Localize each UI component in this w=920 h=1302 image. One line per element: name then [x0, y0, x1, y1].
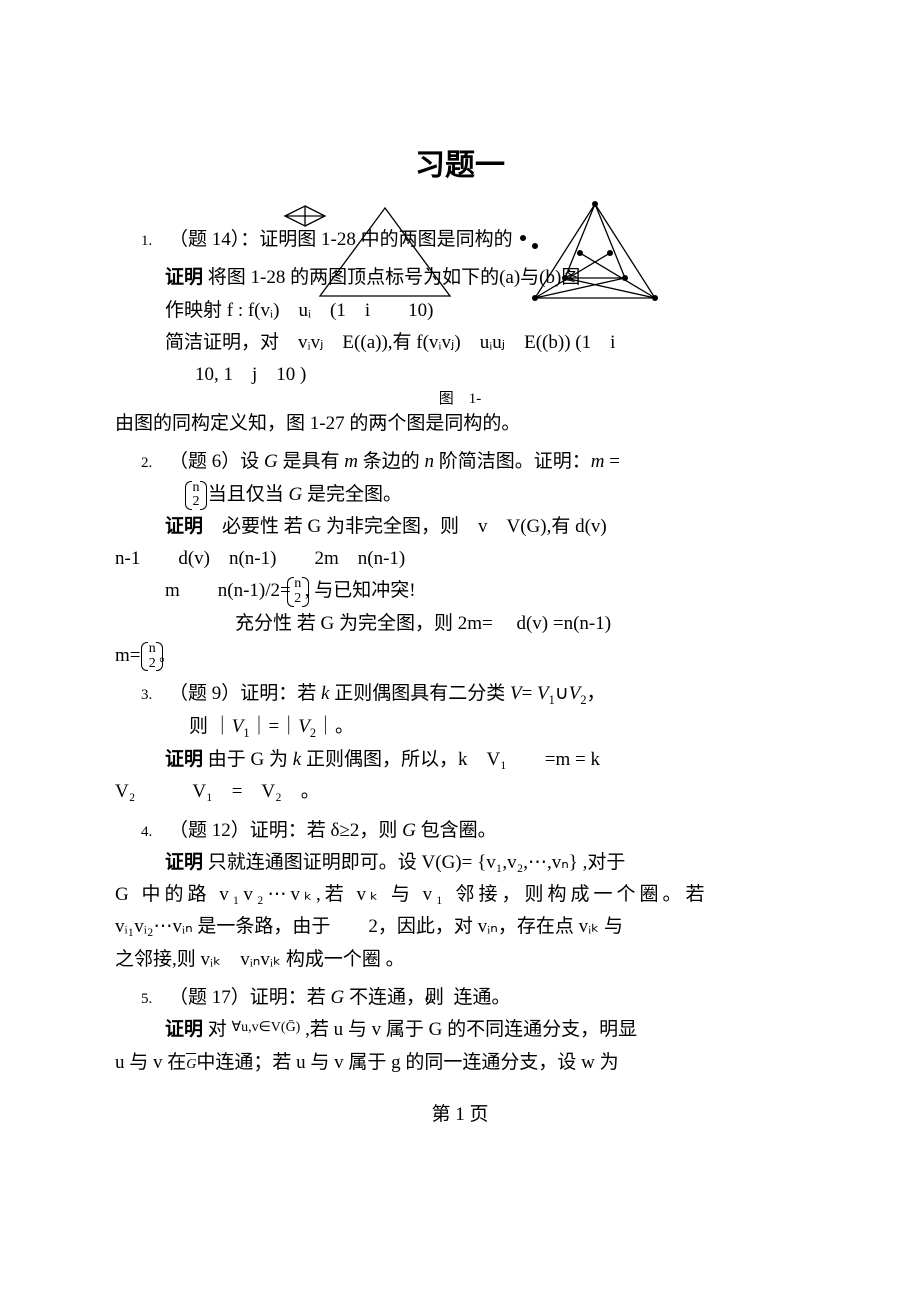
q2-head: 2. （题 6）设 G 是具有 m 条边的 n 阶简洁图。证明：m = [115, 446, 805, 478]
binom-icon: n2 [145, 642, 159, 671]
q1-proof-5: 由图的同构定义知，图 1-27 的两个图是同构的。 [115, 408, 805, 440]
q1-proof-3: 简洁证明，对 vᵢvⱼ E((a)),有 f(vᵢvⱼ) uᵢuⱼ E((b))… [115, 327, 805, 359]
page-title: 习题一 [115, 140, 805, 184]
page-footer: 第 1 页 [115, 1099, 805, 1126]
q2-p5: m= n2。 [115, 640, 805, 672]
question-3: 3. （题 9）证明：若 k 正则偶图具有二分类 V= V1∪V2， 则 ｜V1… [115, 678, 805, 808]
question-4: 4. （题 12）证明：若 δ≥2，则 G 包含圈。 证明 只就连通图证明即可。… [115, 815, 805, 976]
binom-icon: n2 [291, 577, 305, 606]
q2-p2: n-1 d(v) n(n-1) 2m n(n-1) [115, 543, 805, 575]
question-2: 2. （题 6）设 G 是具有 m 条边的 n 阶简洁图。证明：m = n2 当… [115, 446, 805, 672]
page: 习题一 [0, 0, 920, 1302]
question-1: 1. （题 14）：证明图 1-28 中的两图是同构的 证明 将图 1-28 的… [115, 224, 805, 440]
q2-p1: 证明 必要性 若 G 为非完全图，则 v V(G),有 d(v) [115, 511, 805, 543]
q1-caption: 图 1- [115, 391, 805, 408]
q4-p3: vᵢ₁vᵢ₂⋯vᵢₙ 是一条路，由于 2，因此，对 vᵢₙ，存在点 vᵢₖ 与 [115, 911, 805, 943]
q5-head: 5. （题 17）证明：若 G 不连通，则 G 连通。 [115, 982, 805, 1014]
q3-p2: V₂ V₁ = V₂ 。 [115, 776, 805, 808]
q1-proof-2: 作映射 f : f(vᵢ) uᵢ (1 i 10) [115, 295, 805, 327]
q1-title: （题 14）：证明图 1-28 中的两图是同构的 [169, 229, 513, 250]
q4-p2: G 中的路 v₁v₂⋯vₖ,若 vₖ 与 v₁ 邻接，则构成一个圈。若 [115, 879, 805, 911]
binom-icon: n2 [189, 481, 203, 510]
q5-p2: u 与 v 在G中连通；若 u 与 v 属于 g 的同一连通分支，设 w 为 [115, 1047, 805, 1079]
q2-p4: 充分性 若 G 为完全图，则 2m= d(v) =n(n-1) [115, 608, 805, 640]
q3-p1: 证明 由于 G 为 k 正则偶图，所以，k V₁ =m = k [115, 744, 805, 776]
q2-p3: m n(n-1)/2=n2, 与已知冲突! [115, 575, 805, 607]
q5-p1: 证明 对 ∀u,v∈V(Ḡ) ,若 u 与 v 属于 G 的不同连通分支，明显 [115, 1014, 805, 1046]
q1-head: 1. （题 14）：证明图 1-28 中的两图是同构的 [115, 224, 805, 256]
q1-proof-4: 10, 1 j 10 ) [115, 359, 805, 391]
q2-head-cont: n2 当且仅当 G 是完全图。 [115, 479, 805, 511]
question-5: 5. （题 17）证明：若 G 不连通，则 G 连通。 证明 对 ∀u,v∈V(… [115, 982, 805, 1079]
q3-head: 3. （题 9）证明：若 k 正则偶图具有二分类 V= V1∪V2， [115, 678, 805, 711]
q3-head-2: 则 ｜V1｜=｜V2｜。 [115, 711, 805, 744]
q4-head: 4. （题 12）证明：若 δ≥2，则 G 包含圈。 [115, 815, 805, 847]
q1-proof-1: 证明 将图 1-28 的两图顶点标号为如下的(a)与(b)图 [115, 262, 805, 294]
q4-p1: 证明 只就连通图证明即可。设 V(G)= {v₁,v₂,⋯,vₙ} ,对于 [115, 847, 805, 879]
q1-number: 1. [141, 233, 152, 249]
q4-p4: 之邻接,则 vᵢₖ vᵢₙvᵢₖ 构成一个圈 。 [115, 944, 805, 976]
